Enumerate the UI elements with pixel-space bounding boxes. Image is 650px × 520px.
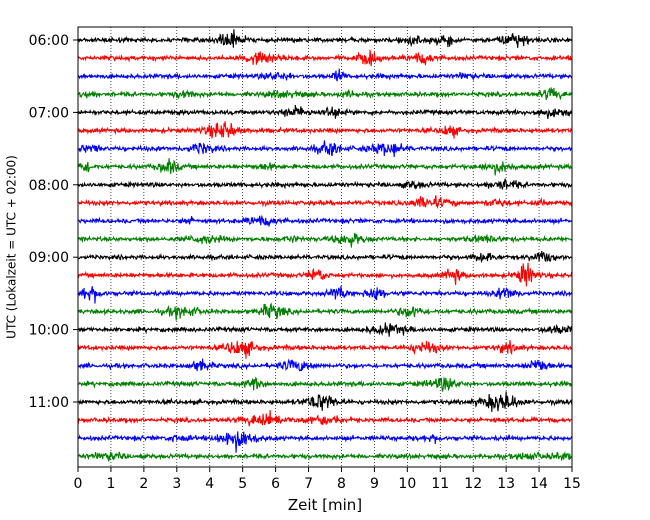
x-tick-label: 9 xyxy=(370,476,379,492)
x-tick-label: 15 xyxy=(563,476,581,492)
trace-1145 xyxy=(77,451,573,462)
trace-0700 xyxy=(77,104,573,119)
seismic-traces xyxy=(77,29,573,462)
y-tick-label: 11:00 xyxy=(29,395,69,411)
x-tick-label: 10 xyxy=(398,476,416,492)
x-tick-label: 0 xyxy=(74,476,83,492)
y-axis-ticks: 06:00 07:00 08:00 09:00 10:00 11:00 xyxy=(29,33,78,411)
trace-0730 xyxy=(77,140,573,158)
y-tick-label: 07:00 xyxy=(29,105,69,121)
trace-1000 xyxy=(77,322,573,337)
trace-0845 xyxy=(77,232,573,248)
y-tick-label: 06:00 xyxy=(29,33,69,49)
trace-0945 xyxy=(77,302,573,321)
x-tick-label: 12 xyxy=(464,476,482,492)
trace-0645 xyxy=(77,87,573,100)
trace-0615 xyxy=(77,49,573,67)
x-tick-label: 13 xyxy=(497,476,515,492)
trace-1045 xyxy=(77,376,573,392)
x-tick-label: 3 xyxy=(172,476,181,492)
trace-0930 xyxy=(77,285,573,304)
trace-1130 xyxy=(77,431,573,453)
trace-0800 xyxy=(77,178,573,191)
x-tick-label: 5 xyxy=(238,476,247,492)
x-axis-ticks: 0 1 2 3 4 5 6 7 8 9 10 11 12 13 14 15 xyxy=(74,467,581,492)
trace-0600 xyxy=(77,29,573,48)
x-tick-label: 14 xyxy=(530,476,548,492)
trace-0830 xyxy=(77,214,573,227)
y-tick-label: 10:00 xyxy=(29,323,69,339)
x-tick-label: 4 xyxy=(205,476,214,492)
trace-1115 xyxy=(77,410,573,427)
y-axis-label: UTC (Lokalzeit = UTC + 02:00) xyxy=(5,155,19,339)
x-axis-label: Zeit [min] xyxy=(288,496,362,514)
trace-0815 xyxy=(77,195,573,210)
plot-area-frame xyxy=(77,26,573,468)
x-tick-label: 11 xyxy=(431,476,449,492)
x-tick-label: 7 xyxy=(304,476,313,492)
trace-0745 xyxy=(77,158,573,176)
x-tick-label: 2 xyxy=(139,476,148,492)
trace-0715 xyxy=(77,121,573,139)
y-tick-label: 09:00 xyxy=(29,250,69,266)
x-tick-label: 6 xyxy=(271,476,280,492)
trace-1015 xyxy=(77,339,573,359)
trace-0630 xyxy=(77,68,573,82)
trace-1100 xyxy=(77,391,573,412)
x-tick-label: 1 xyxy=(106,476,115,492)
y-tick-label: 08:00 xyxy=(29,178,69,194)
x-tick-label: 8 xyxy=(337,476,346,492)
trace-0915 xyxy=(77,262,573,287)
trace-0900 xyxy=(77,250,573,264)
trace-1030 xyxy=(77,358,573,372)
